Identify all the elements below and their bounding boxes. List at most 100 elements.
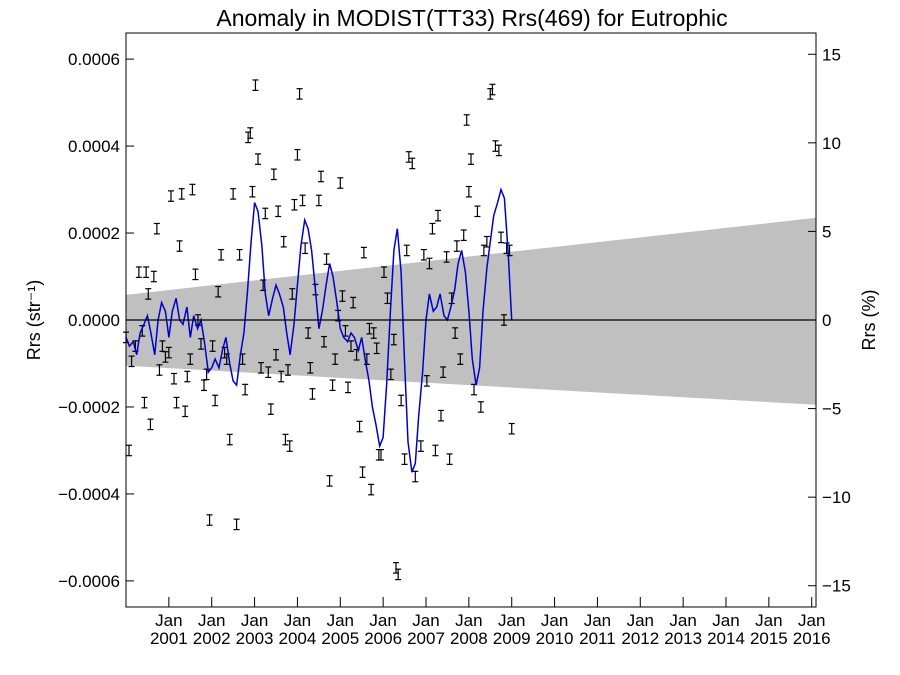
data-point (309, 388, 316, 400)
data-point (176, 240, 183, 252)
data-point (337, 177, 344, 189)
data-point (291, 198, 298, 211)
data-point (329, 379, 336, 392)
x-tick-month: Jan (627, 611, 654, 630)
x-tick-year: 2010 (536, 629, 574, 648)
y-tick-label-right: −5 (822, 400, 841, 419)
data-point (321, 335, 327, 348)
data-point (384, 292, 391, 305)
y-axis-right: 15 10 5 0 −5 −10 −15 (808, 45, 851, 596)
data-point (156, 364, 163, 376)
data-point (187, 353, 194, 365)
data-point (299, 194, 306, 207)
data-point (178, 188, 185, 200)
data-point (412, 470, 419, 483)
x-tick-month: Jan (755, 611, 782, 630)
data-point (356, 420, 363, 433)
x-tick-month: Jan (498, 611, 525, 630)
data-point (206, 514, 213, 526)
data-point (398, 394, 405, 407)
data-point (409, 157, 416, 170)
data-point (182, 405, 189, 418)
x-tick-year: 2005 (321, 629, 359, 648)
data-point (307, 362, 314, 374)
data-point (477, 401, 484, 413)
x-tick-year: 2014 (707, 629, 745, 648)
x-tick-year: 2006 (364, 629, 402, 648)
data-point (457, 353, 464, 365)
y-tick-label-left: −0.0006 (58, 572, 120, 591)
x-tick-month: Jan (241, 611, 268, 630)
data-point (446, 453, 453, 465)
y-tick-label-right: 0 (822, 311, 831, 330)
data-point (153, 222, 160, 235)
data-point (286, 440, 293, 452)
data-point (212, 394, 219, 407)
y-axis-left: 0.0006 0.0004 0.0002 0.0000 −0.0002 −0.0004 −0… (58, 50, 134, 591)
confidence-band (126, 217, 816, 405)
data-point (315, 194, 322, 207)
y-axis-label-right: Rrs (%) (859, 290, 879, 351)
x-tick-month: Jan (198, 611, 225, 630)
x-tick-month: Jan (584, 611, 611, 630)
data-point (373, 342, 380, 355)
data-point (492, 140, 499, 152)
y-tick-label-left: 0.0002 (68, 224, 120, 243)
data-point (294, 148, 301, 161)
x-tick-year: 2009 (493, 629, 531, 648)
data-point (249, 185, 256, 198)
data-point (282, 433, 289, 446)
data-point (255, 153, 261, 165)
x-tick-year: 2008 (450, 629, 488, 648)
data-point (443, 251, 450, 263)
data-point (171, 372, 177, 385)
data-point (289, 288, 296, 300)
data-point (218, 248, 225, 261)
data-point (275, 205, 282, 218)
data-point (350, 296, 357, 309)
y-tick-label-right: 15 (822, 45, 841, 64)
data-point (463, 114, 470, 126)
x-tick-month: Jan (798, 611, 825, 630)
data-point (378, 448, 384, 461)
data-point (230, 188, 237, 200)
data-point (141, 396, 148, 409)
data-point (168, 190, 174, 202)
data-point (420, 248, 427, 261)
x-tick-year: 2007 (407, 629, 445, 648)
data-point (460, 229, 467, 242)
data-point (474, 205, 481, 218)
y-tick-label-right: −15 (822, 577, 851, 596)
x-tick-month: Jan (669, 611, 696, 630)
data-point (468, 153, 474, 165)
data-point (483, 235, 490, 248)
data-point (438, 409, 444, 422)
data-point (381, 266, 387, 278)
data-point (143, 266, 150, 278)
x-tick-year: 2015 (750, 629, 788, 648)
x-tick-month: Jan (412, 611, 439, 630)
data-point (147, 418, 154, 431)
y-tick-label-left: 0.0000 (68, 311, 120, 330)
data-point (236, 248, 243, 261)
x-tick-year: 2016 (793, 629, 831, 648)
data-point (192, 268, 199, 281)
data-point (359, 466, 366, 479)
data-point (508, 422, 515, 435)
data-point (270, 168, 277, 181)
data-point (452, 327, 459, 339)
data-point (348, 340, 354, 352)
data-point (184, 370, 191, 383)
data-point (128, 355, 135, 368)
data-point (201, 379, 207, 392)
data-point (489, 83, 496, 96)
data-point (403, 244, 410, 257)
data-point (267, 403, 274, 415)
data-point (395, 568, 402, 581)
data-point (453, 240, 460, 252)
y-axis-label-left: Rrs (str⁻¹) (24, 280, 44, 360)
data-point (135, 266, 142, 278)
data-point (305, 327, 312, 339)
data-point (173, 396, 180, 409)
data-point (296, 88, 303, 100)
